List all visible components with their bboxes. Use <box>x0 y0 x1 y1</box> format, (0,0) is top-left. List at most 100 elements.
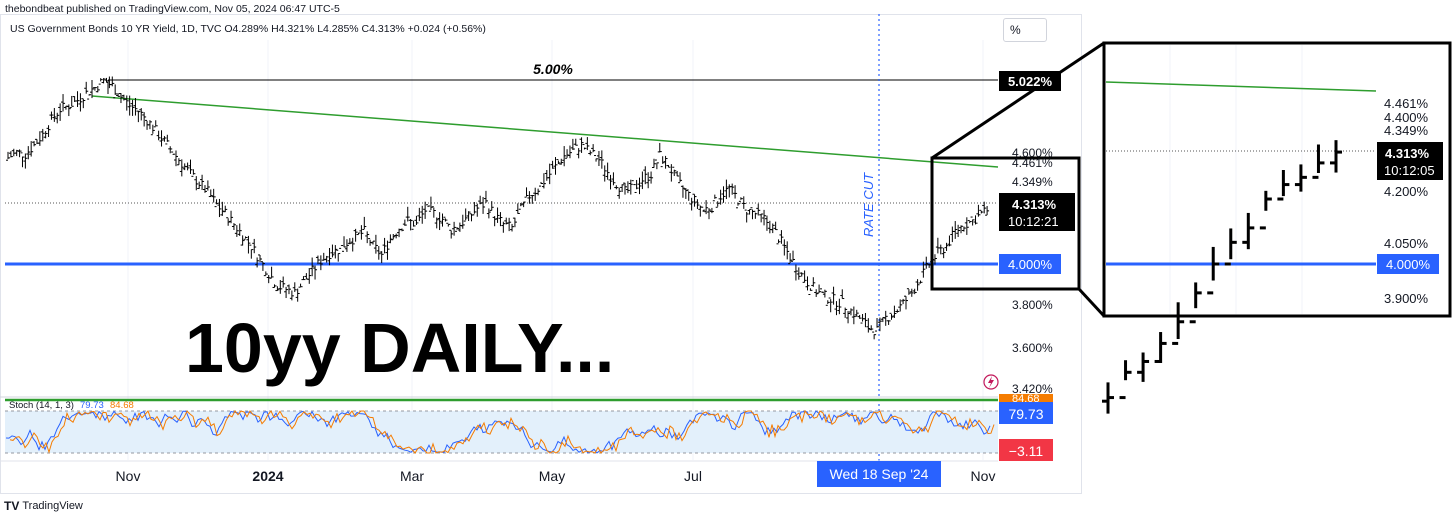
ohlc-bar <box>11 148 16 157</box>
ohlc-bar <box>6 151 10 161</box>
ohlc-bar <box>449 229 454 239</box>
ohlc-bar <box>753 210 758 219</box>
ohlc-bar <box>142 112 147 127</box>
x-tick-label: 2024 <box>252 468 283 484</box>
ohlc-bar <box>625 181 630 194</box>
ohlc-bar <box>675 170 680 177</box>
zoom-tick-4050: 4.050% <box>1384 236 1429 251</box>
ohlc-bar <box>370 240 375 245</box>
trend-line[interactable] <box>91 95 999 168</box>
ohlc-bar <box>147 120 152 130</box>
zoom-connector-top <box>931 41 1105 160</box>
ohlc-bar <box>307 268 312 284</box>
x-tick-label: Jul <box>684 468 702 484</box>
ohlc-bar <box>683 188 688 199</box>
ohlc-bar <box>898 299 903 312</box>
ohlc-bar <box>240 235 245 246</box>
ohlc-bar <box>417 207 422 222</box>
zoom-source-box[interactable] <box>930 156 1081 291</box>
ohlc-bar <box>721 186 726 203</box>
stoch-d-badge <box>999 394 1053 402</box>
ohlc-bar <box>402 219 407 226</box>
ohlc-bar <box>712 194 717 202</box>
ohlc-bar <box>475 203 480 217</box>
ohlc-bar <box>521 201 526 208</box>
ohlc-bar <box>837 298 842 315</box>
ohlc-bar <box>350 237 355 252</box>
ohlc-bar <box>744 209 749 223</box>
ohlc-bar <box>365 231 370 244</box>
ohlc-bar <box>663 155 668 169</box>
ohlc-bar <box>17 149 22 158</box>
ohlc-bar <box>133 97 138 116</box>
ohlc-bar <box>617 187 622 199</box>
ohlc-bar <box>559 158 564 165</box>
zoom-ohlc-bar <box>1330 140 1342 173</box>
ohlc-bar <box>518 202 523 210</box>
ohlc-bar <box>814 289 819 297</box>
publisher-line: thebondbeat published on TradingView.com… <box>5 3 340 15</box>
ohlc-bar <box>886 320 891 325</box>
ohlc-bar <box>156 130 161 141</box>
ohlc-bar <box>179 159 184 177</box>
ohlc-bar <box>533 187 538 201</box>
percent-scale-button[interactable]: % <box>1003 18 1047 42</box>
ohlc-bar <box>782 239 787 256</box>
ohlc-bar <box>443 216 448 222</box>
ohlc-bar <box>284 286 289 299</box>
lightning-icon[interactable] <box>983 374 999 390</box>
zoom-ohlc-bar <box>1207 246 1220 295</box>
ohlc-bar <box>40 128 45 142</box>
current-price-badge-text: 4.313% <box>1012 197 1057 212</box>
ohlc-bar <box>724 179 729 200</box>
x-tick-label: May <box>539 468 565 484</box>
ohlc-bar <box>785 241 790 260</box>
zoom-candles[interactable] <box>1102 140 1342 414</box>
ohlc-bar <box>359 225 364 240</box>
ohlc-bar <box>802 270 807 283</box>
ohlc-bar <box>779 230 784 244</box>
ohlc-bar <box>191 169 196 177</box>
ohlc-bar <box>657 142 662 153</box>
zoom-ohlc-bar <box>1102 382 1114 414</box>
crosshair-date-badge <box>817 461 941 487</box>
rate-cut-label: RATE CUT <box>861 172 876 237</box>
ohlc-bar <box>90 79 95 99</box>
ohlc-bar <box>840 289 845 300</box>
ohlc-bar <box>217 198 222 218</box>
zoom-trend-line[interactable] <box>1105 81 1377 92</box>
ohlc-bar <box>602 165 607 182</box>
ohlc-bar <box>153 120 158 128</box>
ohlc-bar <box>81 98 86 109</box>
high-price-badge-text: 5.022% <box>1008 74 1053 89</box>
ohlc-bar <box>799 272 804 277</box>
ohlc-bar <box>130 99 135 116</box>
ohlc-bar <box>646 172 651 189</box>
ohlc-bar <box>643 166 648 185</box>
ohlc-bar <box>342 236 347 252</box>
ohlc-bar <box>660 156 665 168</box>
ohlc-bar <box>55 112 60 124</box>
ohlc-bar <box>620 184 625 193</box>
ohlc-bar <box>735 202 740 209</box>
ohlc-bar <box>104 77 109 83</box>
level-note: 5.00% <box>533 61 573 77</box>
ohlc-bar <box>892 305 897 318</box>
ohlc-bar <box>388 234 393 244</box>
ohlc-bar <box>489 201 494 211</box>
ohlc-bar <box>269 266 274 279</box>
support-price-badge <box>999 254 1061 274</box>
ohlc-bar <box>567 145 572 159</box>
ohlc-bar <box>336 249 341 262</box>
price-candles[interactable] <box>6 76 990 340</box>
stoch-d-line[interactable] <box>9 409 995 454</box>
zoom-tick-4200: 4.200% <box>1384 184 1429 199</box>
chart-area[interactable] <box>0 14 1082 494</box>
ohlc-bar <box>452 221 457 236</box>
ohlc-bar <box>454 227 459 232</box>
support-price-badge-text: 4.000% <box>1008 257 1053 272</box>
ohlc-bar <box>116 93 121 97</box>
ohlc-bar <box>956 224 961 237</box>
stoch-band <box>5 411 998 453</box>
